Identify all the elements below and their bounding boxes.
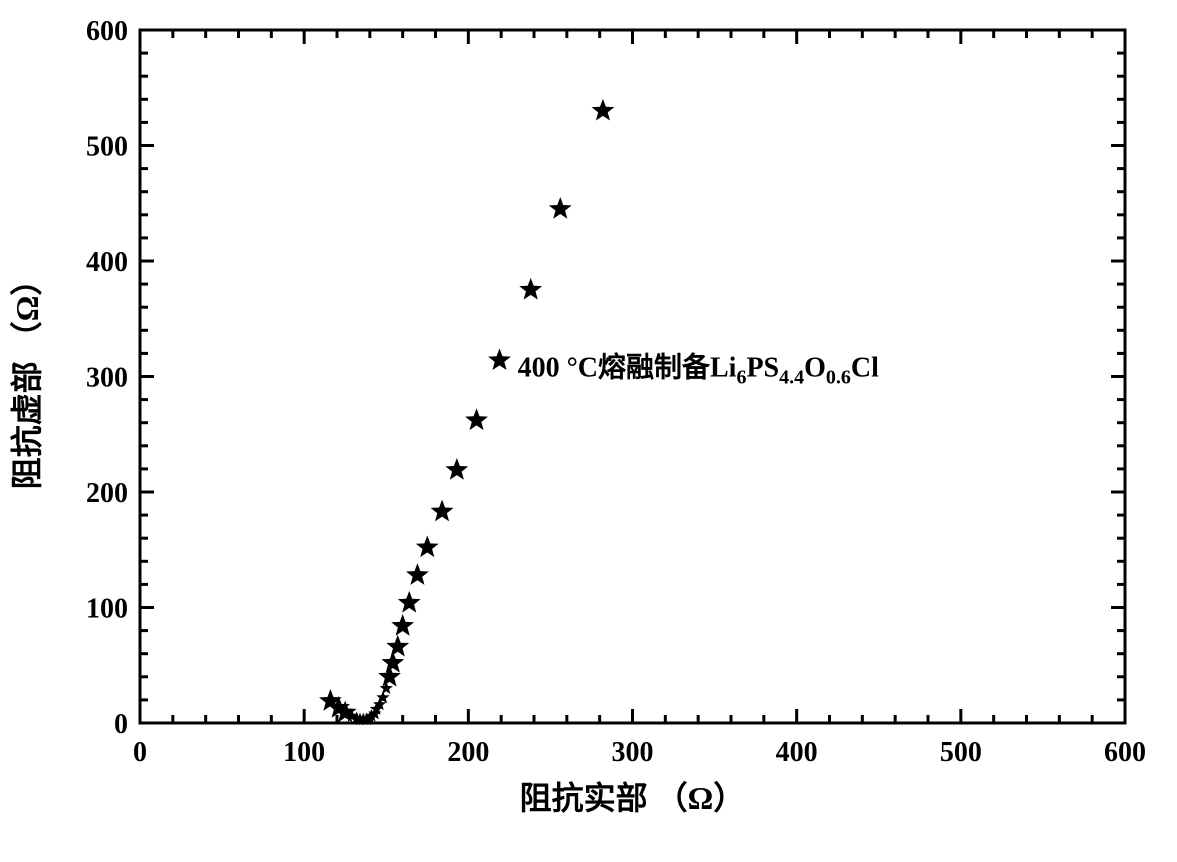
data-point	[406, 563, 429, 585]
x-tick-label: 600	[1104, 737, 1146, 768]
y-tick-label: 100	[86, 593, 128, 624]
x-tick-label: 100	[283, 737, 325, 768]
data-point	[488, 348, 511, 370]
x-tick-label: 500	[940, 737, 982, 768]
annotation-label: 400 °C熔融制备Li6PS4.4O0.6Cl	[518, 351, 880, 389]
y-tick-label: 0	[114, 709, 128, 740]
data-point	[391, 614, 414, 636]
y-axis-label: 阻抗虚部 （Ω）	[9, 264, 45, 490]
y-tick-label: 200	[86, 478, 128, 509]
data-point	[519, 278, 542, 300]
data-point	[549, 197, 572, 219]
data-point	[592, 99, 615, 121]
data-point	[431, 500, 454, 522]
data-point	[416, 535, 439, 557]
x-tick-label: 0	[133, 737, 147, 768]
x-tick-label: 200	[447, 737, 489, 768]
impedance-scatter-chart: 0 100 200 300 400 500 600 0 100 200 300 400 500 600 阻抗…	[0, 0, 1177, 862]
x-tick-label: 400	[776, 737, 818, 768]
y-tick-label: 300	[86, 362, 128, 393]
y-tick-label: 500	[86, 131, 128, 162]
x-tick-label: 300	[612, 737, 654, 768]
data-point	[386, 635, 409, 657]
y-tick-label: 400	[86, 247, 128, 278]
data-point	[465, 408, 488, 430]
data-point	[398, 591, 421, 613]
y-tick-label: 600	[86, 16, 128, 47]
x-axis-label: 阻抗实部 （Ω）	[520, 780, 746, 816]
data-point	[445, 458, 468, 480]
chart-root: 0 100 200 300 400 500 600 0 100 200 300 400 500 600 阻抗…	[0, 0, 1177, 862]
